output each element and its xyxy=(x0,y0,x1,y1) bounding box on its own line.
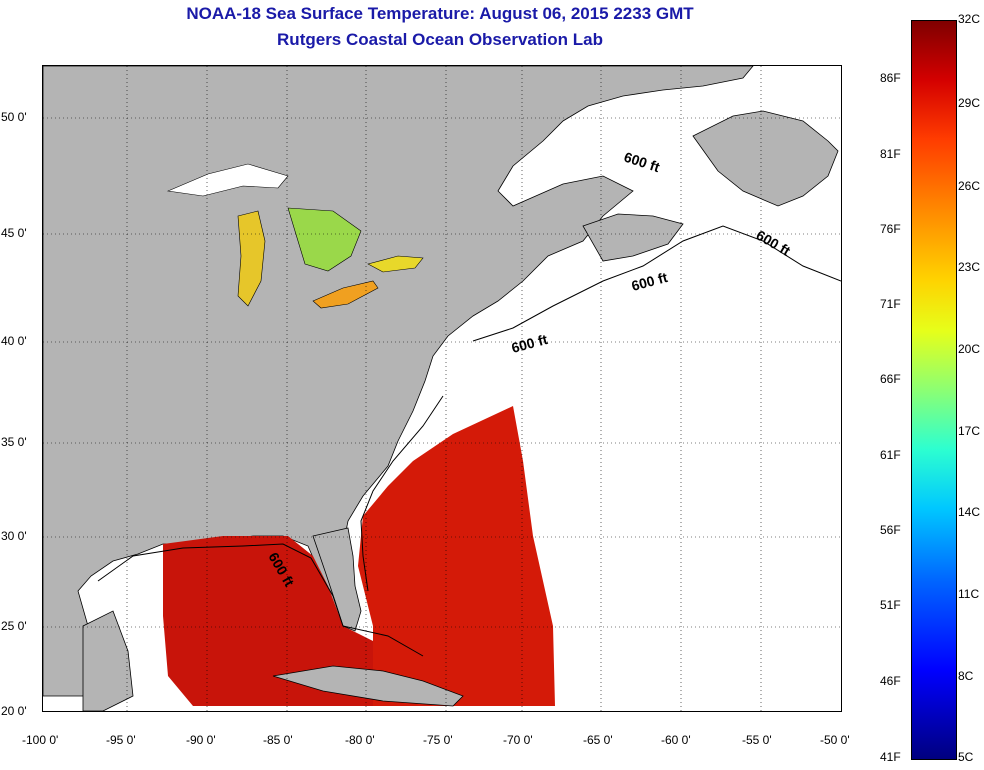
lon-tick-70: -70 0' xyxy=(503,733,533,747)
lon-tick-95: -95 0' xyxy=(106,733,136,747)
cb-celsius-5: 5C xyxy=(958,750,974,764)
cb-fahrenheit-86: 86F xyxy=(880,71,901,85)
lake-huron xyxy=(287,207,362,272)
cb-fahrenheit-51: 51F xyxy=(880,598,901,612)
cb-celsius-8: 8C xyxy=(958,669,974,683)
lat-tick-35: 35 0' xyxy=(1,435,27,449)
lat-tick-45: 45 0' xyxy=(1,226,27,240)
cb-celsius-11: 11C xyxy=(958,587,980,601)
cb-celsius-29: 29C xyxy=(958,96,981,110)
contour-600ft-southeast xyxy=(360,395,444,592)
contour-600ft-northeast xyxy=(472,225,841,342)
lat-tick-25: 25 0' xyxy=(1,619,27,633)
lon-tick-100: -100 0' xyxy=(22,733,59,747)
lat-tick-20: 20 0' xyxy=(1,704,27,718)
lon-tick-60: -60 0' xyxy=(661,733,691,747)
cb-fahrenheit-61: 61F xyxy=(880,448,901,462)
lake-michigan xyxy=(237,210,266,307)
lon-tick-75: -75 0' xyxy=(423,733,453,747)
cb-fahrenheit-81: 81F xyxy=(880,147,901,161)
graticule xyxy=(43,66,841,711)
lat-tick-40: 40 0' xyxy=(1,334,27,348)
cb-fahrenheit-46: 46F xyxy=(880,674,901,688)
map-canvas: 600 ft 600 ft 600 ft 600 ft 600 ft xyxy=(43,66,841,711)
lake-superior xyxy=(166,163,289,197)
contour-600ft-gulf xyxy=(97,543,424,657)
lon-tick-80: -80 0' xyxy=(345,733,375,747)
land-mass-cuba xyxy=(272,665,464,707)
lat-tick-50: 50 0' xyxy=(1,110,27,124)
lon-tick-90: -90 0' xyxy=(186,733,216,747)
cb-fahrenheit-76: 76F xyxy=(880,222,901,236)
map-subtitle: Rutgers Coastal Ocean Observation Lab xyxy=(277,30,603,49)
lake-ontario xyxy=(367,255,424,273)
cb-celsius-17: 17C xyxy=(958,424,981,438)
land-mass-newfoundland xyxy=(692,110,839,207)
lon-tick-65: -65 0' xyxy=(583,733,613,747)
lake-erie xyxy=(312,280,379,309)
lon-tick-85: -85 0' xyxy=(263,733,293,747)
cb-celsius-20: 20C xyxy=(958,342,981,356)
sst-map: 600 ft 600 ft 600 ft 600 ft 600 ft xyxy=(42,65,842,712)
cb-fahrenheit-71: 71F xyxy=(880,297,901,311)
sst-gulf-warm xyxy=(163,536,373,706)
land-mass-florida xyxy=(312,527,362,632)
cb-celsius-23: 23C xyxy=(958,260,981,274)
temperature-colorbar xyxy=(911,20,957,760)
lat-tick-30: 30 0' xyxy=(1,529,27,543)
cb-fahrenheit-66: 66F xyxy=(880,372,901,386)
cb-celsius-14: 14C xyxy=(958,505,981,519)
cb-celsius-32: 32C xyxy=(958,12,981,26)
sst-atlantic-warm xyxy=(358,406,555,706)
land-mass-yucatan xyxy=(82,610,134,711)
cb-fahrenheit-41: 41F xyxy=(880,750,901,764)
map-title: NOAA-18 Sea Surface Temperature: August … xyxy=(186,4,694,23)
lon-tick-55: -55 0' xyxy=(742,733,772,747)
cb-celsius-26: 26C xyxy=(958,179,981,193)
cb-fahrenheit-56: 56F xyxy=(880,523,901,537)
lon-tick-50: -50 0' xyxy=(820,733,850,747)
